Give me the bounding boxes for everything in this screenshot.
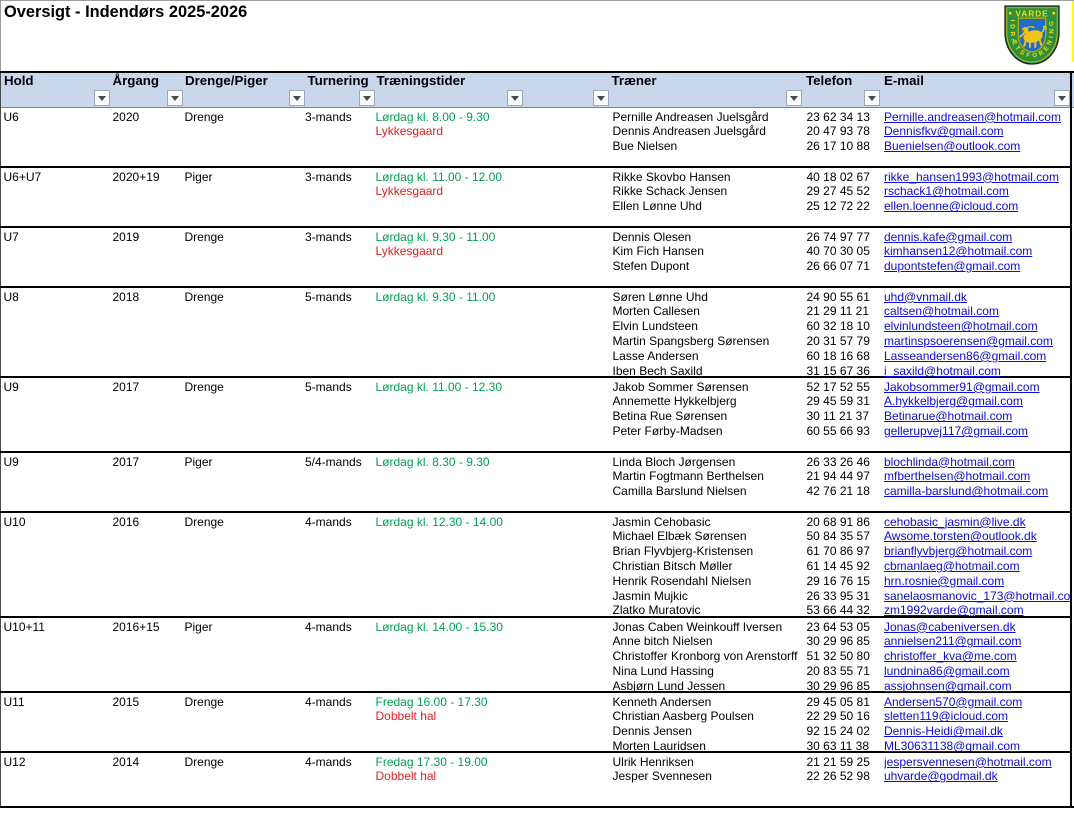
- svg-text:VARDE: VARDE: [1015, 8, 1048, 18]
